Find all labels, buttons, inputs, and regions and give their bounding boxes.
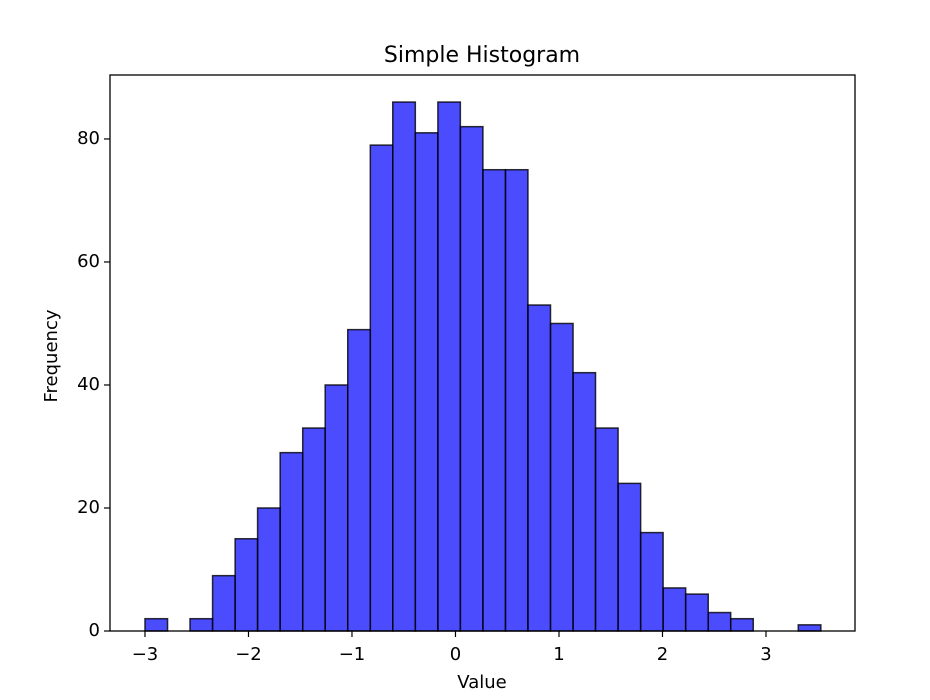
bar: [256, 507, 281, 632]
bar: [572, 371, 597, 632]
bar: [392, 101, 417, 632]
bar: [459, 125, 484, 632]
y-tick-label: 40: [77, 374, 100, 395]
bar: [189, 617, 214, 632]
x-tick-label: −3: [132, 644, 159, 665]
bar: [527, 304, 552, 632]
bar: [346, 328, 372, 632]
bar: [211, 574, 236, 632]
x-tick-label: −2: [235, 644, 262, 665]
y-axis-label: Frequency: [41, 309, 62, 402]
bar: [549, 322, 574, 632]
bar: [797, 624, 822, 632]
y-tick-label: 20: [77, 497, 100, 518]
bar: [662, 587, 687, 632]
bar: [617, 482, 642, 632]
bar: [279, 451, 304, 632]
bar: [639, 531, 664, 632]
bar: [369, 144, 394, 632]
x-tick-label: 0: [450, 644, 461, 665]
y-tick-label: 0: [89, 620, 100, 641]
bar: [729, 617, 755, 632]
x-tick-label: 1: [553, 644, 564, 665]
chart-title: Simple Histogram: [384, 43, 580, 68]
bar: [437, 101, 462, 632]
bar: [414, 132, 439, 632]
x-axis-label: Value: [457, 672, 506, 693]
x-tick-label: 3: [760, 644, 771, 665]
plot-frame: [109, 74, 856, 632]
bar: [301, 427, 326, 632]
y-tick-label: 60: [77, 251, 100, 272]
x-tick-label: 2: [657, 644, 668, 665]
y-tick-label: 80: [77, 128, 100, 149]
bar: [504, 168, 529, 632]
bar: [707, 611, 732, 632]
x-tick-label: −1: [339, 644, 366, 665]
bar: [234, 537, 259, 632]
bar: [324, 384, 349, 632]
bar: [482, 168, 507, 632]
bar: [594, 427, 619, 632]
bar: [144, 617, 169, 632]
bar: [684, 593, 709, 632]
